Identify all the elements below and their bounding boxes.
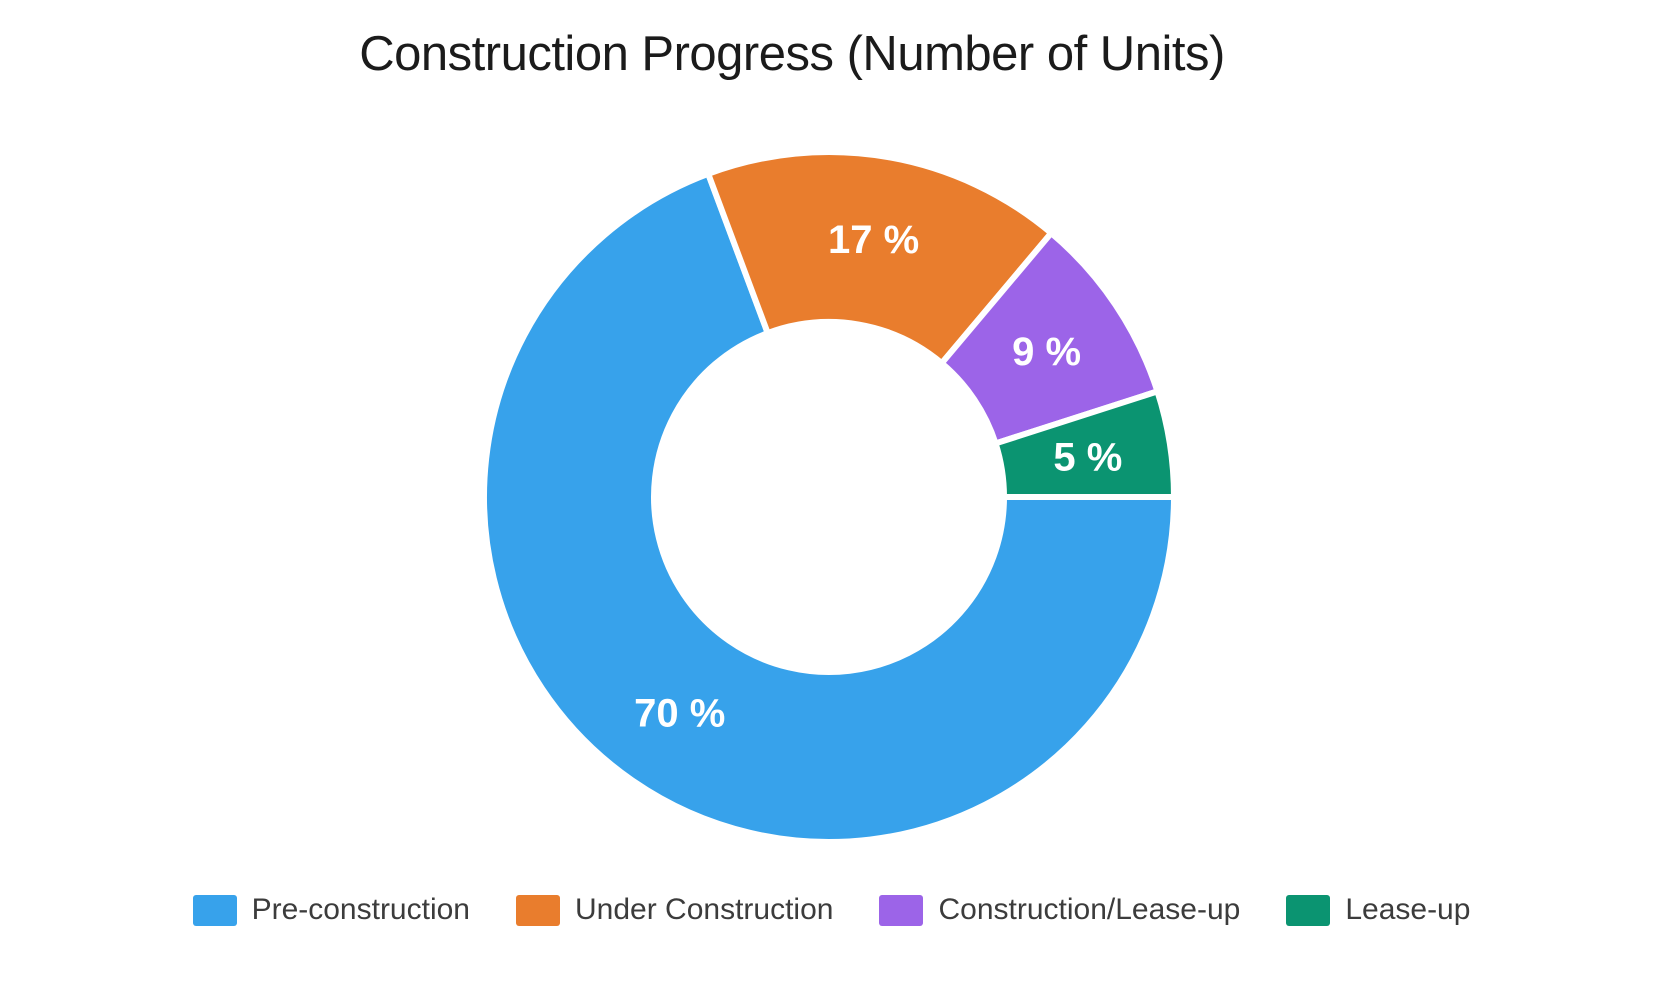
legend-swatch-pre-construction (192, 894, 237, 926)
legend-item-lease-up[interactable]: Lease-up (1286, 893, 1470, 927)
chart-title: Construction Progress (Number of Units) (359, 27, 1225, 81)
legend-label: Under Construction (575, 893, 834, 926)
legend-label: Pre-construction (251, 893, 470, 926)
legend-item-under-construction[interactable]: Under Construction (516, 893, 833, 927)
legend-label: Construction/Lease-up (938, 893, 1241, 926)
legend-swatch-under-construction (516, 894, 560, 926)
legend-item-pre-construction[interactable]: Pre-construction (192, 893, 470, 927)
pie-slice-under-construction[interactable] (705, 149, 1055, 367)
legend-swatch-lease-up (1286, 894, 1331, 926)
legend-label: Lease-up (1345, 893, 1471, 926)
legend-item-construction-lease-up[interactable]: Construction/Lease-up (879, 893, 1240, 927)
pie-slice-lease-up[interactable] (992, 388, 1177, 500)
legend-swatch-construction-lease-up (879, 894, 924, 926)
pie-slice-pre-construction[interactable] (481, 170, 1177, 845)
chart-legend: Pre-construction Under Construction Constr… (0, 893, 1663, 927)
